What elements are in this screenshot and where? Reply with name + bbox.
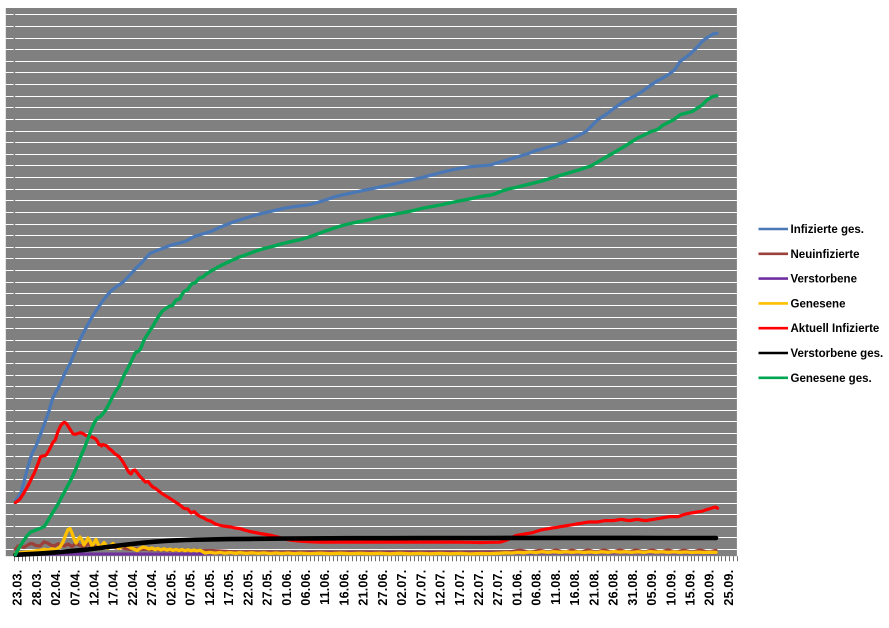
svg-text:Genesene ges.: Genesene ges. (791, 373, 872, 385)
svg-text:Genesene: Genesene (791, 298, 846, 310)
svg-text:27.04.: 27.04. (145, 570, 159, 606)
svg-text:06.06.: 06.06. (299, 570, 313, 606)
svg-text:21.06.: 21.06. (357, 570, 371, 606)
svg-text:02.04.: 02.04. (49, 570, 63, 606)
svg-text:Neuinfizierte: Neuinfizierte (791, 249, 860, 261)
svg-text:02.05.: 02.05. (164, 570, 178, 606)
svg-text:20.09.: 20.09. (703, 570, 717, 606)
svg-text:11.06.: 11.06. (318, 570, 332, 605)
svg-text:02.07.: 02.07. (395, 570, 409, 606)
svg-text:11.08.: 11.08. (549, 570, 563, 605)
svg-text:25.09.: 25.09. (722, 570, 736, 606)
svg-text:05.09.: 05.09. (645, 570, 659, 606)
svg-text:Infizierte ges.: Infizierte ges. (791, 224, 865, 236)
svg-text:28.03.: 28.03. (30, 570, 44, 606)
svg-text:31.08.: 31.08. (626, 570, 640, 606)
svg-text:23.03.: 23.03. (11, 570, 25, 606)
svg-text:12.05.: 12.05. (203, 570, 217, 606)
svg-text:10.09.: 10.09. (664, 570, 678, 606)
svg-text:Verstorbene: Verstorbene (791, 274, 857, 286)
svg-text:07.05.: 07.05. (184, 570, 198, 606)
svg-text:16.08.: 16.08. (568, 570, 582, 606)
svg-text:07.04.: 07.04. (68, 570, 82, 606)
svg-text:26.08.: 26.08. (607, 570, 621, 606)
svg-text:07.07.: 07.07. (414, 570, 428, 606)
svg-text:17.05.: 17.05. (222, 570, 236, 606)
svg-text:22.04.: 22.04. (126, 570, 140, 606)
svg-text:27.06.: 27.06. (376, 570, 390, 606)
svg-text:27.07.: 27.07. (491, 570, 505, 606)
svg-text:17.07.: 17.07. (453, 570, 467, 606)
svg-text:16.06.: 16.06. (337, 570, 351, 606)
svg-text:27.05.: 27.05. (261, 570, 275, 606)
svg-text:15.09.: 15.09. (683, 570, 697, 606)
svg-text:17.04.: 17.04. (107, 570, 121, 606)
svg-text:12.07.: 12.07. (434, 570, 448, 606)
svg-text:01.06.: 01.06. (510, 570, 524, 606)
svg-text:21.08.: 21.08. (587, 570, 601, 606)
svg-text:01.06.: 01.06. (280, 570, 294, 606)
svg-text:22.07.: 22.07. (472, 570, 486, 606)
svg-text:12.04.: 12.04. (88, 570, 102, 606)
svg-text:Verstorbene ges.: Verstorbene ges. (791, 348, 884, 360)
svg-text:06.08.: 06.08. (530, 570, 544, 606)
svg-text:22.05.: 22.05. (241, 570, 255, 606)
svg-text:Aktuell Infizierte: Aktuell Infizierte (791, 323, 880, 335)
